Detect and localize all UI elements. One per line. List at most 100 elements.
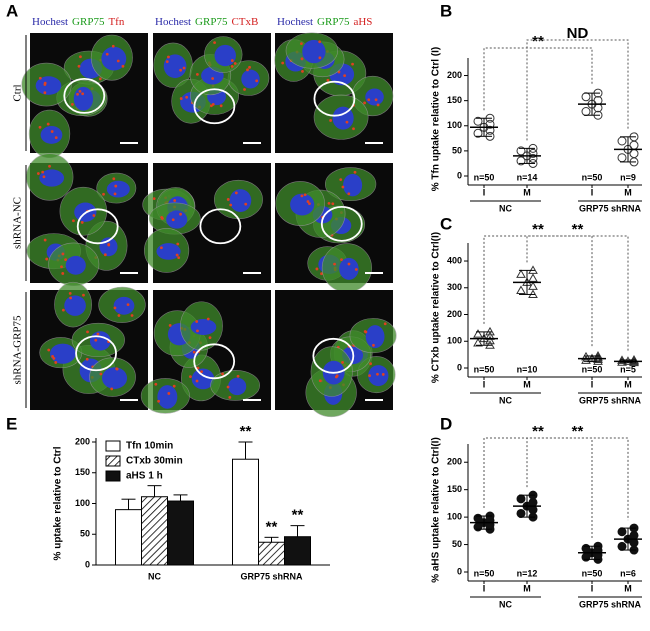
puncta bbox=[86, 330, 89, 334]
nucleus bbox=[101, 46, 127, 71]
puncta bbox=[340, 258, 343, 262]
puncta bbox=[230, 65, 234, 68]
puncta bbox=[167, 55, 170, 59]
puncta bbox=[228, 395, 232, 399]
puncta bbox=[161, 217, 164, 220]
nucleus bbox=[64, 295, 86, 316]
puncta bbox=[43, 81, 47, 85]
marker bbox=[581, 543, 591, 553]
annotation: ** bbox=[240, 423, 252, 440]
puncta bbox=[347, 192, 351, 196]
row-label: shRNA-NC bbox=[12, 197, 24, 249]
puncta bbox=[79, 55, 82, 59]
nucleus bbox=[191, 368, 215, 390]
puncta bbox=[43, 238, 47, 242]
nucleus bbox=[102, 367, 128, 389]
marker bbox=[617, 153, 627, 163]
puncta bbox=[331, 202, 335, 206]
header-word: GRP75 bbox=[72, 16, 105, 28]
x-tick-label: NC bbox=[148, 571, 161, 581]
puncta bbox=[221, 372, 224, 376]
puncta bbox=[234, 191, 238, 195]
marker bbox=[473, 513, 483, 523]
puncta bbox=[381, 373, 385, 376]
legend-label: Tfn 10min bbox=[126, 441, 173, 452]
marker bbox=[629, 149, 639, 159]
puncta bbox=[327, 202, 331, 205]
y-axis-label: % aHS uptake relative to Ctrl(I) bbox=[431, 437, 442, 583]
puncta bbox=[315, 267, 319, 271]
marker bbox=[528, 273, 538, 282]
marker bbox=[617, 136, 627, 146]
header-word: CTxB bbox=[231, 16, 258, 28]
bar bbox=[284, 536, 311, 566]
puncta bbox=[114, 184, 118, 188]
puncta bbox=[343, 74, 347, 78]
marker bbox=[516, 156, 526, 166]
puncta bbox=[179, 212, 182, 216]
puncta bbox=[71, 102, 74, 106]
group-label: NC bbox=[499, 599, 512, 609]
puncta bbox=[195, 72, 199, 76]
panel-letter: E bbox=[6, 414, 17, 433]
puncta bbox=[121, 64, 125, 68]
puncta bbox=[255, 79, 259, 83]
puncta bbox=[80, 221, 84, 224]
marker bbox=[473, 329, 483, 338]
puncta bbox=[308, 202, 311, 206]
outlined-cell bbox=[193, 343, 236, 380]
puncta bbox=[61, 272, 65, 275]
puncta bbox=[152, 197, 156, 201]
y-tick-label: 100 bbox=[75, 498, 90, 508]
header-word: GRP75 bbox=[317, 16, 350, 28]
puncta bbox=[318, 379, 322, 383]
marker bbox=[473, 338, 483, 347]
n-label: n=50 bbox=[582, 364, 603, 374]
y-tick-label: 0 bbox=[85, 559, 90, 569]
puncta bbox=[61, 308, 65, 312]
puncta bbox=[167, 392, 171, 395]
puncta bbox=[85, 357, 89, 361]
puncta bbox=[318, 40, 322, 44]
header-word: Hochest bbox=[277, 16, 313, 28]
n-label: n=12 bbox=[517, 568, 538, 578]
marker bbox=[593, 103, 603, 113]
legend-label: aHS 1 h bbox=[126, 471, 163, 482]
nucleus bbox=[343, 173, 363, 197]
annotation: ** bbox=[572, 423, 584, 440]
outlined-cell bbox=[199, 208, 242, 245]
nucleus bbox=[290, 193, 315, 216]
puncta bbox=[368, 374, 371, 378]
puncta bbox=[172, 384, 176, 388]
puncta bbox=[157, 399, 160, 403]
y-tick-label: 0 bbox=[457, 362, 462, 372]
x-tick-label: I bbox=[483, 187, 486, 197]
significance-bracket bbox=[526, 39, 629, 141]
y-tick-label: 150 bbox=[447, 95, 462, 105]
puncta bbox=[189, 375, 192, 379]
puncta bbox=[196, 366, 200, 370]
annotation: ** bbox=[572, 221, 584, 238]
y-tick-label: 400 bbox=[447, 255, 462, 265]
puncta bbox=[47, 348, 51, 352]
puncta bbox=[173, 199, 177, 202]
puncta bbox=[54, 136, 58, 139]
micrographs bbox=[21, 32, 397, 418]
n-label: n=50 bbox=[582, 568, 603, 578]
n-label: n=9 bbox=[620, 172, 636, 182]
puncta bbox=[230, 59, 234, 62]
puncta bbox=[341, 361, 344, 364]
marker bbox=[581, 92, 591, 102]
legend-swatch bbox=[105, 455, 121, 467]
bar bbox=[232, 458, 259, 566]
puncta bbox=[246, 68, 249, 72]
marker bbox=[617, 541, 627, 551]
outlined-cell bbox=[312, 337, 355, 374]
puncta bbox=[54, 361, 58, 364]
header-word: Tfn bbox=[108, 16, 124, 28]
legend-label: CTxb 30min bbox=[126, 456, 183, 467]
significance-bracket bbox=[526, 235, 629, 352]
puncta bbox=[94, 338, 98, 342]
puncta bbox=[219, 104, 223, 108]
